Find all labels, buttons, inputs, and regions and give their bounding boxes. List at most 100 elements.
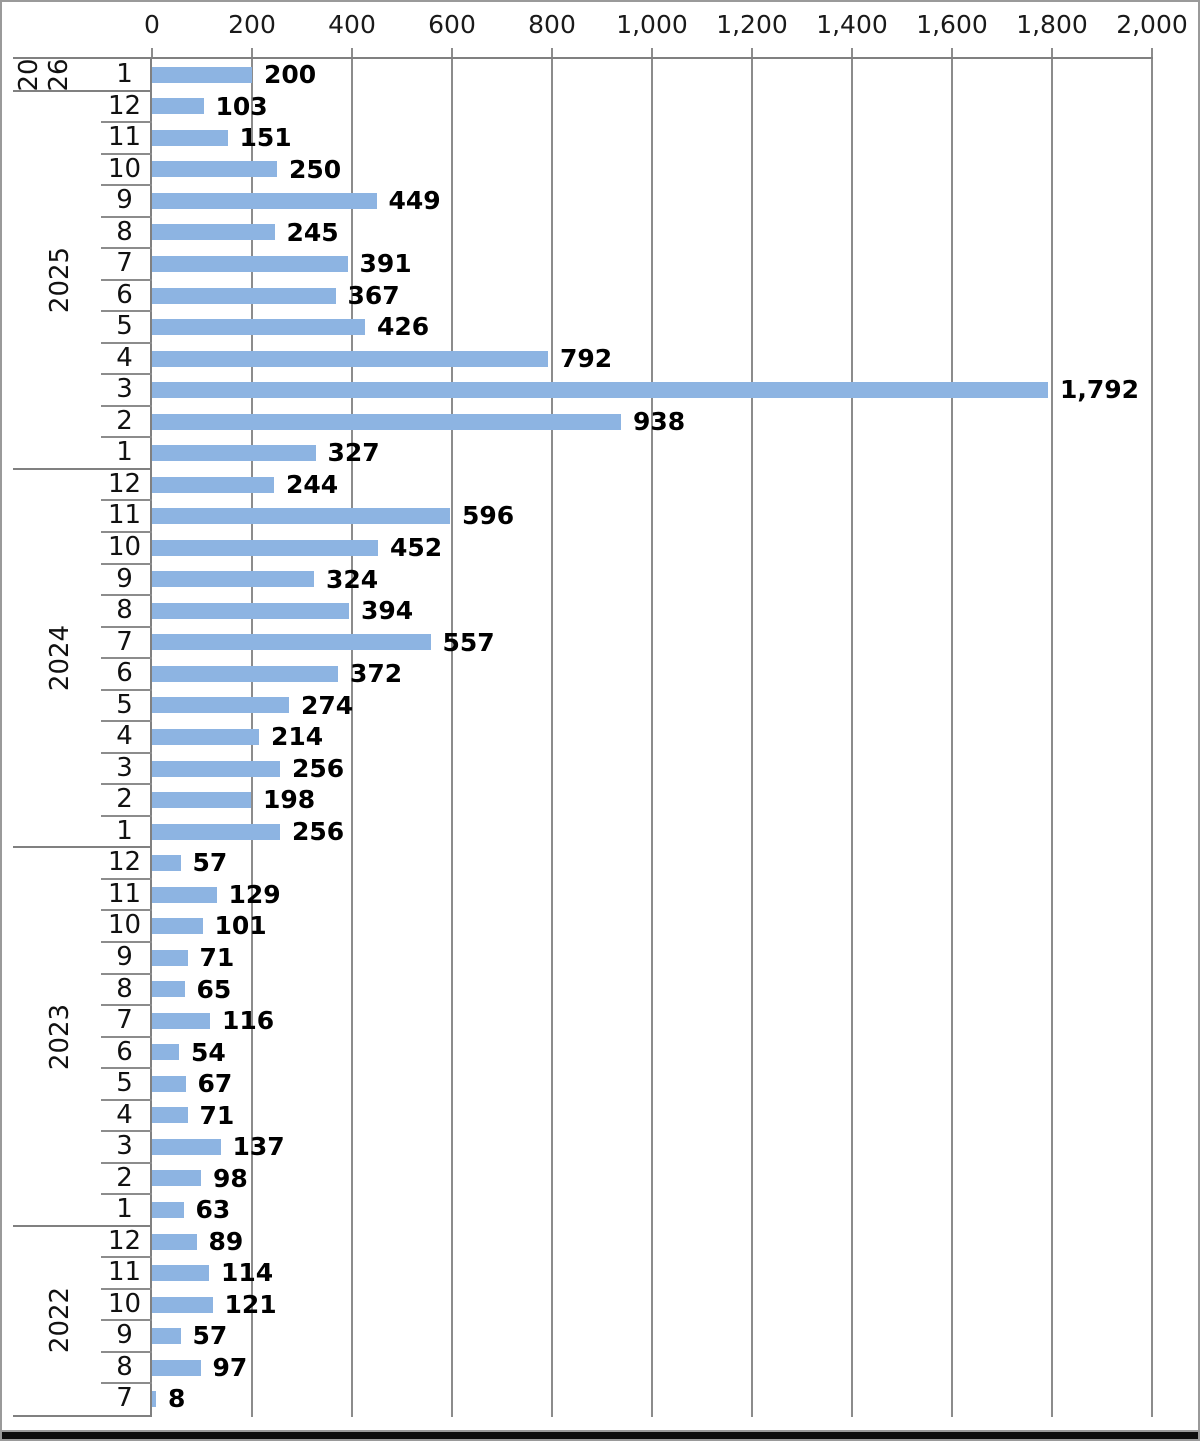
month-separator xyxy=(101,720,152,723)
bar xyxy=(152,823,280,840)
bar-value-label: 391 xyxy=(359,249,412,279)
bar-value-label: 596 xyxy=(462,501,515,531)
month-separator xyxy=(101,247,152,250)
bar xyxy=(152,1296,213,1313)
month-separator xyxy=(101,531,152,534)
bar-value-label: 71 xyxy=(199,942,235,972)
bar-value-label: 101 xyxy=(214,911,267,941)
bar-value-label: 63 xyxy=(195,1195,231,1225)
month-separator xyxy=(101,594,152,597)
month-label: 11 xyxy=(107,1257,142,1288)
month-separator xyxy=(101,1098,152,1101)
bar xyxy=(152,1202,184,1219)
month-label: 2 xyxy=(116,784,133,815)
bar xyxy=(152,255,348,272)
bar xyxy=(152,1044,179,1061)
bar xyxy=(152,508,450,525)
month-separator xyxy=(101,373,152,376)
month-label: 10 xyxy=(107,910,142,941)
month-separator xyxy=(101,310,152,313)
month-separator xyxy=(101,562,152,565)
month-label: 4 xyxy=(116,721,133,752)
x-axis-tick-label: 400 xyxy=(328,10,376,39)
month-separator xyxy=(101,1161,152,1164)
x-axis-tick-mark xyxy=(951,48,953,59)
bar xyxy=(152,602,349,619)
month-label: 3 xyxy=(116,752,133,783)
month-label: 8 xyxy=(116,595,133,626)
month-label: 2 xyxy=(116,1162,133,1193)
bar-value-label: 452 xyxy=(390,533,443,563)
x-axis-tick-label: 1,200 xyxy=(716,10,788,39)
month-label: 6 xyxy=(116,1036,133,1067)
year-label: 2024 xyxy=(45,625,75,692)
bar-value-label: 114 xyxy=(221,1258,274,1288)
month-separator xyxy=(101,814,152,817)
x-axis-tick-label: 1,800 xyxy=(1016,10,1088,39)
bar xyxy=(152,918,203,935)
bar-value-label: 324 xyxy=(326,564,379,594)
year-label: 2025 xyxy=(45,246,75,313)
year-separator xyxy=(13,89,152,92)
bar xyxy=(152,1328,181,1345)
bar xyxy=(152,1233,197,1250)
x-axis-tick-label: 0 xyxy=(144,10,160,39)
gridline xyxy=(951,59,953,1417)
x-axis-tick-label: 1,000 xyxy=(616,10,688,39)
label-area-bottom-line xyxy=(13,1415,152,1417)
month-label: 8 xyxy=(116,216,133,247)
month-label: 11 xyxy=(107,878,142,909)
bar-value-label: 98 xyxy=(213,1163,248,1193)
bar xyxy=(152,729,259,745)
bar-value-label: 367 xyxy=(347,280,400,310)
month-separator xyxy=(101,1035,152,1038)
month-label: 1 xyxy=(116,1194,133,1225)
x-axis-tick-mark xyxy=(251,48,253,59)
bar-value-label: 67 xyxy=(197,1069,233,1099)
month-separator xyxy=(101,751,152,754)
month-label: 9 xyxy=(116,941,133,972)
x-axis-tick-mark xyxy=(551,48,553,59)
month-separator xyxy=(101,1130,152,1133)
month-label: 5 xyxy=(116,311,133,342)
month-separator xyxy=(101,657,152,660)
bar xyxy=(152,476,274,493)
x-axis-tick-label: 200 xyxy=(228,10,276,39)
bar xyxy=(152,98,204,115)
window-bottom-edge xyxy=(2,1430,1198,1439)
bar-value-label: 256 xyxy=(292,753,345,783)
year-label: 2023 xyxy=(45,1003,75,1070)
month-label: 11 xyxy=(107,122,142,153)
month-separator xyxy=(101,972,152,975)
bar-value-label: 214 xyxy=(271,722,324,752)
month-label: 8 xyxy=(116,1351,133,1382)
bar xyxy=(152,382,1048,399)
month-separator xyxy=(101,499,152,502)
month-label: 9 xyxy=(116,563,133,594)
bar xyxy=(152,1391,156,1408)
x-axis-tick-label: 600 xyxy=(428,10,476,39)
month-separator xyxy=(101,1287,152,1290)
month-separator xyxy=(101,1256,152,1259)
month-label: 4 xyxy=(116,342,133,373)
month-label: 9 xyxy=(116,1320,133,1351)
bar xyxy=(152,445,316,462)
bar-value-label: 274 xyxy=(301,690,354,720)
month-label: 12 xyxy=(107,1225,142,1256)
bar xyxy=(152,1075,186,1092)
month-separator xyxy=(101,121,152,124)
month-label: 1 xyxy=(116,437,133,468)
month-separator xyxy=(101,940,152,943)
month-separator xyxy=(101,184,152,187)
month-label: 2 xyxy=(116,405,133,436)
month-separator xyxy=(101,215,152,218)
gridline xyxy=(351,59,353,1417)
month-separator xyxy=(101,688,152,691)
bar xyxy=(152,192,377,209)
bar-value-label: 394 xyxy=(361,596,414,626)
month-label: 3 xyxy=(116,1131,133,1162)
x-axis-tick-label: 800 xyxy=(528,10,576,39)
x-axis-tick-mark xyxy=(751,48,753,59)
gridline xyxy=(651,59,653,1417)
